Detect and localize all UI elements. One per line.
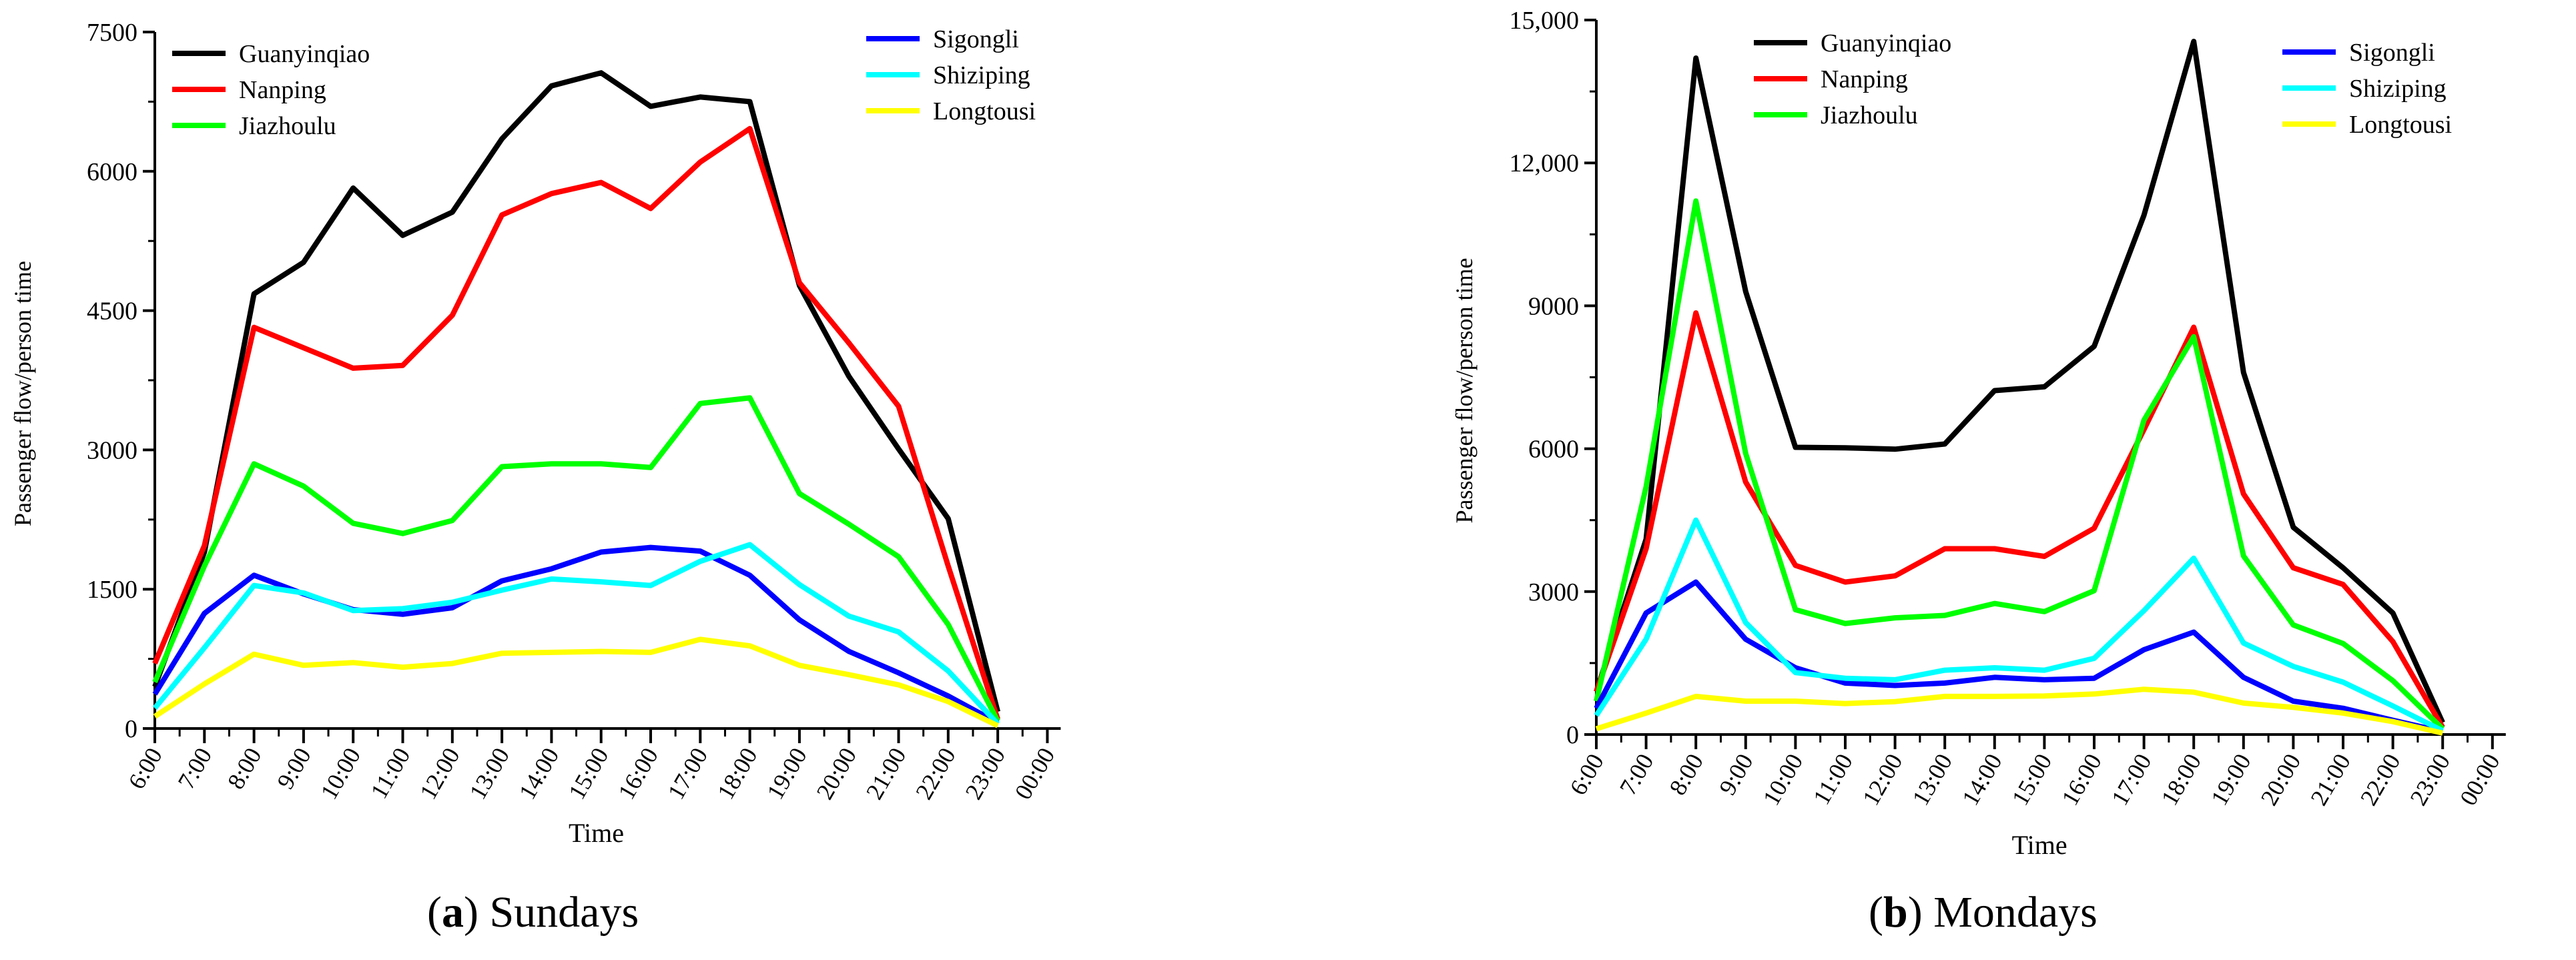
x-tick-label: 7:00: [173, 743, 218, 793]
y-axis-title: Passenger flow/person time: [1451, 258, 1478, 524]
caption-letter-a: a: [441, 888, 464, 937]
y-tick-label: 15,000: [1510, 7, 1580, 35]
legend-label-shiziping: Shiziping: [933, 61, 1030, 89]
y-tick-label: 4500: [87, 298, 137, 326]
x-tick-label: 6:00: [1564, 749, 1609, 799]
x-tick-label: 21:00: [2305, 749, 2356, 810]
series-line-jiazhoulu: [152, 395, 1000, 723]
x-tick-label: 18:00: [712, 743, 763, 804]
legend-label-shiziping: Shiziping: [2349, 75, 2447, 103]
x-tick-label: 13:00: [464, 743, 515, 804]
series-line-nanping: [152, 125, 1000, 721]
x-tick-label: 10:00: [315, 743, 366, 804]
y-tick-label: 9000: [1528, 292, 1579, 320]
x-tick-label: 19:00: [761, 743, 812, 804]
series-line-shiziping: [1594, 517, 2444, 733]
x-tick-label: 22:00: [910, 743, 961, 804]
y-tick-label: 6000: [87, 158, 137, 186]
x-tick-label: 00:00: [2455, 749, 2505, 810]
y-tick-label: 3000: [1528, 578, 1579, 606]
series-line-longtousi: [1595, 686, 2444, 736]
legend-label-sigongli: Sigongli: [933, 25, 1019, 53]
x-tick-label: 16:00: [2056, 749, 2107, 810]
y-tick-label: 3000: [87, 436, 137, 464]
x-tick-label: 11:00: [365, 743, 415, 803]
x-tick-label: 15:00: [563, 743, 614, 804]
x-tick-label: 20:00: [811, 743, 862, 804]
series-line-guanyinqiao: [152, 70, 1000, 712]
x-tick-label: 15:00: [2007, 749, 2057, 810]
x-axis-title: Time: [569, 818, 624, 848]
x-tick-label: 23:00: [960, 743, 1010, 804]
x-tick-label: 17:00: [663, 743, 713, 804]
x-tick-label: 9:00: [272, 743, 316, 793]
legend-label-longtousi: Longtousi: [933, 97, 1036, 125]
legend-label-sigongli: Sigongli: [2349, 39, 2435, 67]
x-tick-label: 17:00: [2106, 749, 2157, 810]
x-tick-label: 12:00: [414, 743, 465, 804]
chart-panel-mondays: 0 3000 6000 9000 12,000 15,000 6:00 7:00 8:00 9:0…: [1451, 7, 2506, 860]
x-tick-label: 14:00: [1957, 749, 2007, 810]
caption-text-b: Mondays: [1933, 888, 2098, 937]
caption-mondays: (b) Mondays: [1869, 888, 2098, 937]
x-tick-label: 18:00: [2156, 749, 2206, 810]
legend-label-nanping: Nanping: [1821, 65, 1908, 93]
y-tick-label: 1500: [87, 576, 137, 604]
caption-letter-b: b: [1883, 888, 1908, 937]
legend-label-longtousi: Longtousi: [2349, 111, 2452, 139]
x-tick-label: 10:00: [1758, 749, 1809, 810]
x-tick-label: 7:00: [1614, 749, 1659, 799]
x-tick-label: 00:00: [1010, 743, 1060, 804]
caption-sundays: (a) Sundays: [427, 888, 639, 937]
x-tick-label: 20:00: [2256, 749, 2306, 810]
y-tick-label: 6000: [1528, 436, 1579, 464]
legend-label-guanyinqiao: Guanyinqiao: [239, 40, 370, 68]
series-line-longtousi: [153, 636, 999, 729]
series-line-sigongli: [152, 544, 1000, 726]
x-tick-label: 13:00: [1907, 749, 1957, 810]
x-tick-label: 8:00: [222, 743, 267, 793]
x-tick-label: 11:00: [1808, 749, 1858, 809]
x-tick-label: 8:00: [1664, 749, 1708, 799]
y-axis-title: Passenger flow/person time: [9, 261, 36, 526]
series-line-jiazhoulu: [1594, 198, 2445, 731]
caption-text-a: Sundays: [489, 888, 639, 937]
series-line-sigongli: [1594, 579, 2444, 735]
x-tick-label: 14:00: [514, 743, 565, 804]
x-tick-label: 6:00: [123, 743, 168, 793]
series-line-shiziping: [152, 542, 1000, 726]
legend-label-jiazhoulu: Jiazhoulu: [239, 112, 336, 140]
y-tick-label: 12,000: [1510, 149, 1580, 177]
legend-label-jiazhoulu: Jiazhoulu: [1821, 101, 1918, 129]
series-line-nanping: [1594, 310, 2445, 729]
x-tick-label: 21:00: [861, 743, 912, 804]
series-line-guanyinqiao: [1594, 39, 2445, 724]
legend-label-nanping: Nanping: [239, 76, 326, 104]
legend-label-guanyinqiao: Guanyinqiao: [1821, 29, 1951, 57]
x-tick-label: 12:00: [1857, 749, 1908, 810]
x-tick-label: 22:00: [2355, 749, 2406, 810]
x-tick-label: 19:00: [2206, 749, 2256, 810]
x-axis-title: Time: [2012, 830, 2067, 860]
chart-panel-sundays: 0 1500 3000 4500 6000 7500 6:00 7:00 8:00 9:0010:…: [9, 19, 1061, 848]
x-tick-label: 9:00: [1714, 749, 1758, 799]
x-tick-label: 23:00: [2404, 749, 2455, 810]
y-tick-label: 7500: [87, 19, 137, 47]
x-tick-label: 16:00: [613, 743, 663, 804]
y-tick-label: 0: [1566, 721, 1579, 749]
y-tick-label: 0: [125, 715, 137, 743]
